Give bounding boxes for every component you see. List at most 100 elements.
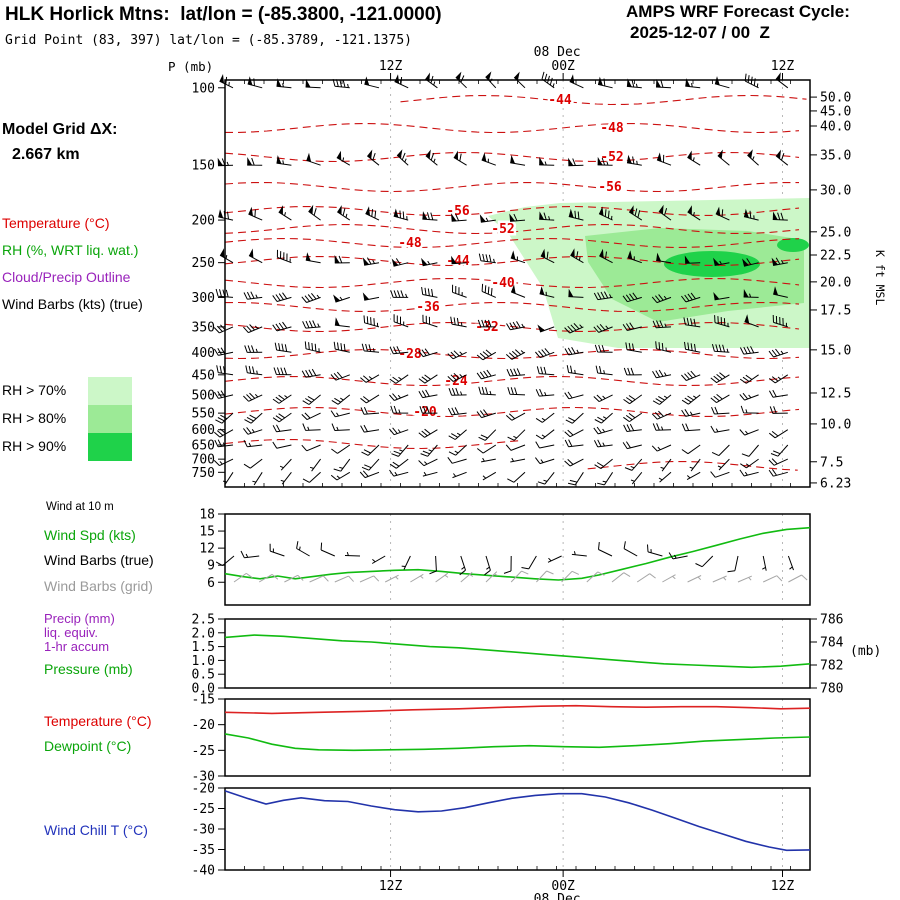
tick-label: 12Z <box>379 879 403 894</box>
wind-barb <box>711 406 730 415</box>
temp-contour-label: -48 <box>600 121 624 136</box>
wind-barb <box>301 368 321 378</box>
wind-barb <box>768 458 789 466</box>
temp-contour-label: -52 <box>491 222 514 237</box>
wind-barb <box>272 321 292 332</box>
wind-barb <box>687 575 702 583</box>
wind-barb <box>485 571 498 583</box>
temp-contour-label: -52 <box>600 150 623 165</box>
mb-axis-label: (mb) <box>850 644 882 659</box>
wind-barb <box>243 392 263 402</box>
temp-contour-line <box>587 460 798 471</box>
tick-label: 2.0 <box>192 626 215 641</box>
tick-label: 450 <box>192 368 215 383</box>
wind-barb <box>787 555 794 571</box>
wind-barb <box>331 423 350 431</box>
wind-barb <box>686 471 701 481</box>
wind-barb <box>547 555 562 563</box>
panel-frame <box>224 787 811 871</box>
wind-barb <box>594 344 613 353</box>
wind-barb <box>593 323 613 333</box>
tick-label: 15.0 <box>820 343 851 358</box>
wind-barb <box>768 429 789 439</box>
wind-barb-flag <box>656 252 662 262</box>
wind-barb <box>568 158 584 167</box>
wind-barb <box>762 575 783 583</box>
wind-barb-flag <box>627 154 632 164</box>
wind-barb <box>333 341 350 353</box>
wind-barb <box>393 210 409 221</box>
wind-barb-flag <box>539 211 545 220</box>
wind-barb <box>712 575 727 583</box>
wind-barb <box>333 458 351 472</box>
wind-barb <box>668 552 688 560</box>
wind-barb <box>273 367 292 376</box>
wind-barb <box>384 574 399 583</box>
wind-barb <box>595 365 613 376</box>
tick-label: 17.5 <box>820 303 851 318</box>
tick-label: 08 Dec <box>534 892 581 900</box>
wind-barb <box>535 412 555 423</box>
wind-barb <box>476 444 497 454</box>
wind-barb <box>658 471 672 483</box>
wind-barb <box>695 555 714 568</box>
page-title: HLK Horlick Mtns: lat/lon = (-85.3800, -… <box>5 4 442 25</box>
wind-barb <box>296 541 310 557</box>
wind-barb <box>773 293 788 298</box>
wind-barb <box>451 213 467 222</box>
wind-barb <box>623 423 642 432</box>
wind-barbs-true-label: Wind Barbs (true) <box>44 552 154 568</box>
wind-barb-flag <box>569 74 575 84</box>
wind-barb <box>507 471 526 483</box>
wind-barb <box>422 314 438 328</box>
wind-barb <box>626 156 642 166</box>
wind-barb <box>459 555 466 576</box>
wind-barb-flag <box>394 74 400 84</box>
tick-label: 40.0 <box>820 119 851 134</box>
wind-barb <box>711 343 730 353</box>
wind-barb <box>647 544 663 557</box>
wind-barb <box>623 394 643 405</box>
wind-barb-flag <box>425 149 431 159</box>
wind-barb <box>344 551 361 557</box>
wind-barb-flag <box>687 205 692 215</box>
wind-barb <box>278 211 292 221</box>
tick-label: -40 <box>192 864 215 879</box>
wind-barb-flag <box>629 205 634 215</box>
tick-label: 9 <box>207 559 215 574</box>
wind-barb-flag <box>305 79 311 88</box>
wind-barb <box>401 555 411 570</box>
wind-barb <box>213 324 234 334</box>
tick-label: 250 <box>192 256 215 271</box>
precip-label-1: Precip (mm) <box>44 611 115 626</box>
wind-barb <box>389 346 409 355</box>
tick-label: 0.5 <box>192 668 215 683</box>
wind-barb <box>564 323 584 334</box>
panel-frame <box>224 618 811 689</box>
wind-barb <box>305 259 321 264</box>
tick-label: 350 <box>192 320 215 335</box>
tick-label: 10.0 <box>820 417 851 432</box>
temp-contour-label: -36 <box>416 300 440 315</box>
wind-barb <box>537 471 555 485</box>
wind-barb <box>272 394 292 404</box>
wind-barb-flag <box>365 206 370 216</box>
tick-label: 0.0 <box>192 682 215 697</box>
tick-label: 35.0 <box>820 148 851 163</box>
wind-barb-flag <box>422 211 428 220</box>
wind-barb-flag <box>570 248 575 258</box>
wind-barb <box>418 348 438 358</box>
wind-barb <box>681 394 701 405</box>
wind-barb <box>658 208 672 221</box>
wind-barb <box>452 284 467 298</box>
wind-barb-flag <box>364 76 370 86</box>
wind-barb <box>484 555 491 576</box>
wind-barb <box>714 315 730 328</box>
wind-barb <box>622 322 642 331</box>
model-grid-dx-value: 2.667 km <box>12 146 80 163</box>
wind-barb <box>245 365 263 376</box>
wind-barb <box>536 366 555 376</box>
wind-barb <box>710 394 730 404</box>
wind-barb <box>247 157 263 166</box>
